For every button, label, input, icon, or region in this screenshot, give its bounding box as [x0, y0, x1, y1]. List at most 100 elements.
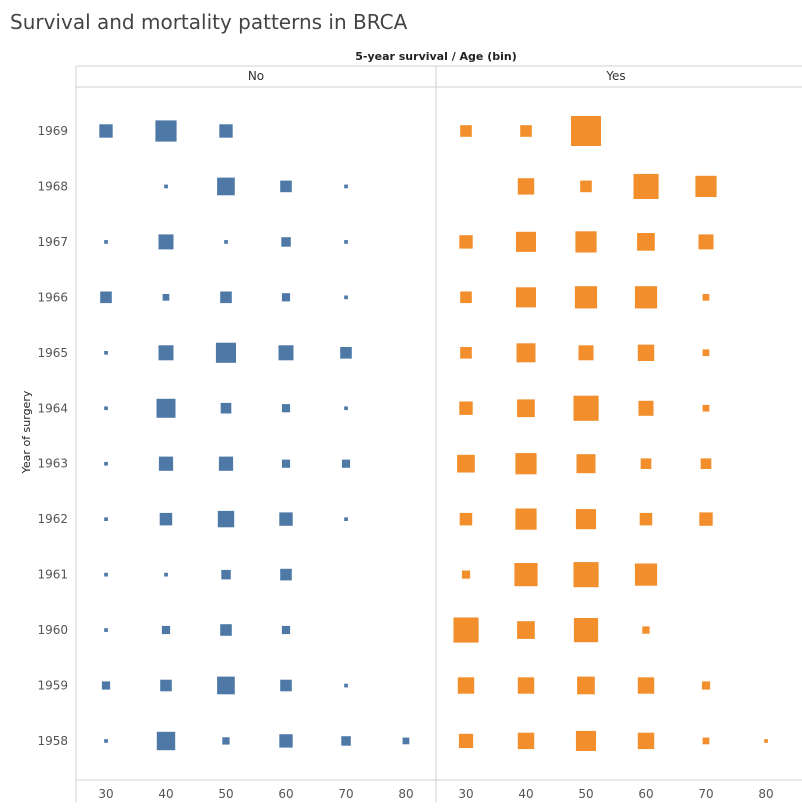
mark-yes-1960-60 [642, 626, 650, 634]
x-tick-yes-40: 40 [518, 787, 533, 801]
mark-no-1966-60 [281, 293, 291, 302]
y-tick-labels: 1969 1968 1967 1966 1965 1964 1963 1962 1961 1960… [37, 124, 68, 748]
mark-yes-1966-40 [515, 287, 536, 308]
mark-no-1965-50 [215, 342, 236, 363]
mark-yes-1967-60 [637, 233, 655, 251]
x-tick-yes-60: 60 [638, 787, 653, 801]
column-header: 5-year survival / Age (bin) [355, 50, 517, 63]
mark-yes-1968-40 [517, 178, 535, 195]
x-tick-yes-50: 50 [578, 787, 593, 801]
mark-yes-1967-40 [515, 231, 536, 252]
mark-no-1962-30 [104, 517, 108, 521]
mark-yes-1969-30 [460, 125, 472, 137]
mark-no-1959-70 [344, 683, 348, 688]
x-tick-yes-30: 30 [458, 787, 473, 801]
y-tick-1958: 1958 [37, 734, 68, 748]
mark-yes-1959-50 [577, 676, 595, 695]
mark-yes-1962-70 [699, 512, 713, 526]
mark-yes-1969-40 [520, 125, 532, 137]
mark-no-1960-50 [220, 624, 232, 636]
mark-yes-1965-30 [460, 347, 472, 359]
mark-no-1959-30 [101, 681, 111, 690]
x-tick-no-80: 80 [398, 787, 413, 801]
mark-no-1961-30 [104, 572, 108, 577]
mark-yes-1967-70 [698, 234, 714, 250]
mark-no-1964-70 [344, 406, 348, 411]
mark-no-1967-40 [158, 234, 174, 250]
mark-no-1960-40 [161, 625, 171, 635]
chart-title: Survival and mortality patterns in BRCA [10, 10, 408, 34]
mark-no-1964-60 [281, 404, 291, 413]
mark-no-1963-50 [218, 456, 234, 471]
mark-no-1963-40 [158, 456, 174, 471]
mark-no-1961-40 [164, 572, 168, 577]
x-tick-no-60: 60 [278, 787, 293, 801]
mark-no-1963-70 [341, 459, 351, 468]
mark-yes-1964-70 [702, 404, 710, 412]
mark-yes-1964-40 [517, 399, 535, 418]
mark-yes-1966-70 [702, 294, 710, 301]
y-tick-1959: 1959 [37, 679, 68, 693]
mark-yes-1959-40 [517, 677, 535, 694]
y-tick-1965: 1965 [37, 346, 68, 360]
mark-no-1962-40 [159, 512, 173, 526]
mark-no-1968-60 [280, 180, 292, 193]
y-tick-1968: 1968 [37, 179, 68, 193]
x-tick-yes-80: 80 [758, 787, 773, 801]
mark-no-1968-40 [164, 184, 168, 189]
mark-yes-1968-60 [633, 173, 659, 199]
mark-no-1969-30 [99, 124, 113, 138]
mark-no-1959-60 [280, 679, 292, 692]
mark-yes-1966-50 [574, 286, 598, 309]
mark-no-1958-70 [341, 736, 351, 746]
mark-yes-1961-40 [514, 563, 538, 587]
mark-yes-1958-40 [517, 732, 535, 750]
mark-yes-1962-60 [639, 512, 653, 526]
y-tick-1964: 1964 [37, 401, 68, 415]
mark-yes-1966-60 [634, 286, 658, 309]
mark-no-1967-70 [344, 240, 348, 244]
panel-header-yes: Yes [605, 69, 625, 83]
mark-yes-1965-40 [516, 343, 536, 363]
x-tick-no-40: 40 [158, 787, 173, 801]
y-axis-title: Year of surgery [20, 390, 33, 474]
mark-yes-1961-50 [573, 562, 599, 588]
mark-yes-1961-30 [461, 570, 471, 579]
x-tick-labels: 30 40 50 60 70 80 30 40 50 60 70 80 [98, 787, 773, 801]
mark-yes-1963-30 [457, 454, 475, 473]
mark-yes-1967-50 [575, 231, 597, 253]
mark-no-1969-50 [219, 124, 233, 138]
mark-yes-1963-50 [576, 454, 596, 474]
mark-yes-1959-70 [701, 681, 711, 690]
y-tick-1963: 1963 [37, 457, 68, 471]
mark-no-1962-70 [344, 517, 348, 521]
mark-no-1959-50 [217, 676, 235, 695]
mark-no-1965-60 [278, 345, 294, 361]
mark-no-1963-30 [104, 461, 108, 466]
mark-yes-1958-30 [458, 733, 474, 748]
mark-no-1967-50 [224, 240, 228, 244]
mark-yes-1960-30 [453, 617, 479, 643]
mark-no-1968-70 [344, 184, 348, 189]
mark-no-1958-60 [279, 734, 293, 748]
y-tick-1961: 1961 [37, 568, 68, 582]
mark-no-1958-40 [156, 731, 176, 751]
mark-no-1961-60 [280, 568, 292, 581]
mark-no-1961-50 [221, 569, 231, 580]
mark-no-1967-60 [281, 237, 291, 247]
mark-no-1958-80 [402, 737, 410, 745]
mark-yes-1966-30 [460, 291, 472, 304]
mark-yes-1964-60 [638, 400, 654, 416]
mark-no-1968-50 [217, 177, 235, 196]
mark-no-1964-30 [104, 406, 108, 411]
mark-no-1962-60 [279, 512, 293, 526]
mark-yes-1958-60 [637, 732, 655, 750]
mark-no-1964-40 [156, 398, 176, 418]
mark-no-1967-30 [104, 240, 108, 244]
mark-yes-1965-70 [702, 349, 710, 357]
mark-yes-1964-30 [459, 401, 473, 415]
mark-no-1960-30 [104, 628, 108, 632]
panel-header-no: No [248, 69, 264, 83]
mark-yes-1961-60 [634, 563, 658, 586]
